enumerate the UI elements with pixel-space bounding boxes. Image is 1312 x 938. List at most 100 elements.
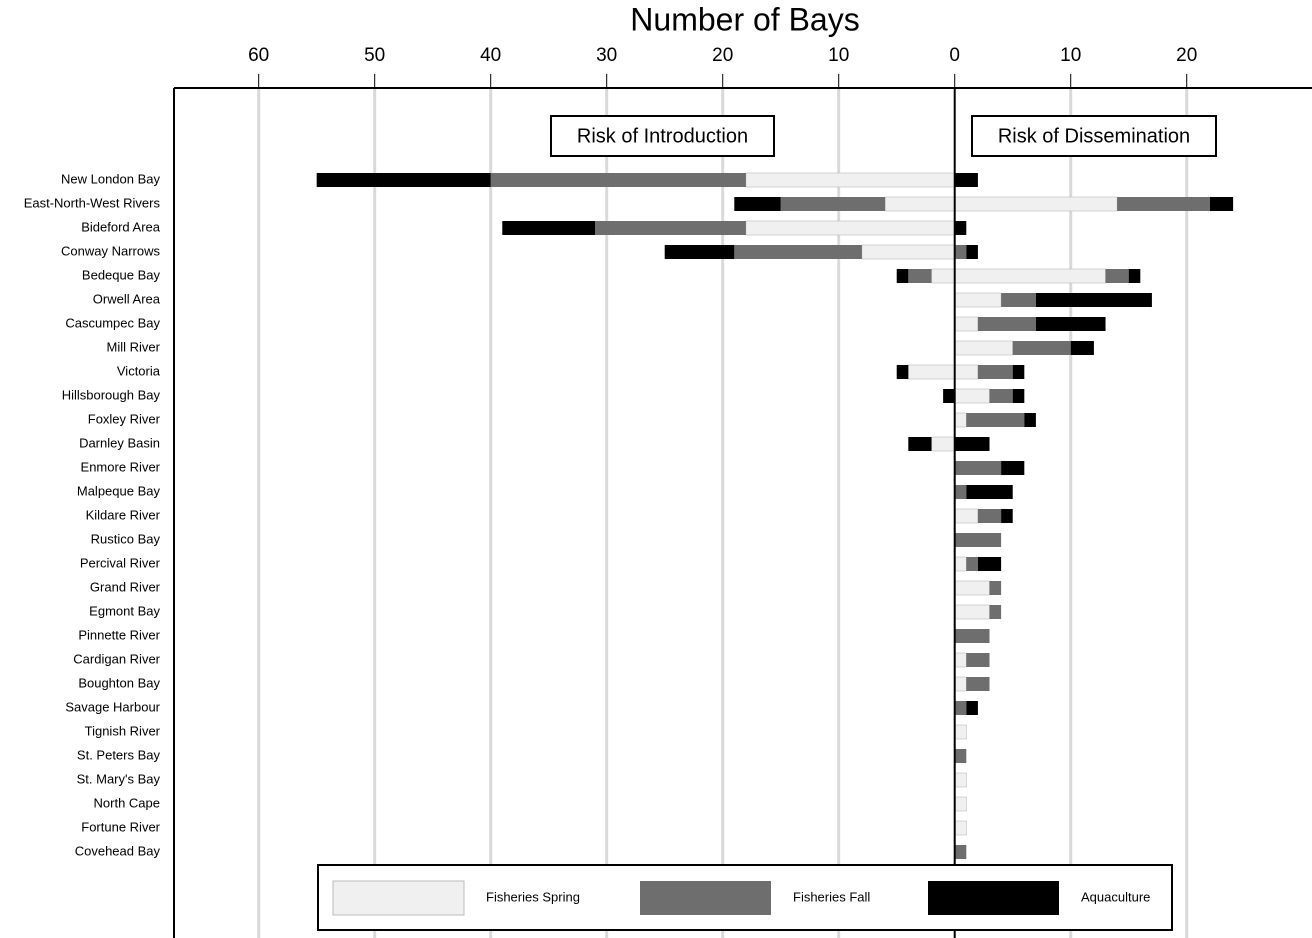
x-tick-label: 10 — [1060, 45, 1081, 66]
y-tick-label: Tignish River — [85, 723, 161, 738]
annotation: Risk of Introduction — [577, 125, 748, 147]
bar-segment — [954, 437, 990, 451]
bar-segment — [954, 364, 979, 380]
bar-segment — [954, 268, 1106, 284]
y-tick-label: Rustico Bay — [91, 531, 161, 546]
y-tick-label: Enmore River — [81, 459, 161, 474]
y-tick-label: Grand River — [90, 579, 161, 594]
bar-segment — [966, 245, 978, 259]
bar-segment — [595, 221, 746, 235]
bar-segment — [861, 244, 956, 260]
y-tick-label: East-North-West Rivers — [24, 195, 161, 210]
y-tick-label: Orwell Area — [93, 291, 161, 306]
y-tick-label: Fortune River — [81, 819, 160, 834]
bar-segment — [734, 197, 781, 211]
bar-segment — [884, 196, 956, 212]
bar-segment — [745, 220, 956, 236]
y-tick-label: Cardigan River — [73, 651, 160, 666]
bar-segment — [1209, 197, 1234, 211]
bar-segment — [1035, 317, 1106, 331]
bar-segment — [931, 268, 956, 284]
bar-segment — [966, 701, 978, 715]
bar-segment — [954, 749, 967, 763]
x-tick-label: 40 — [480, 45, 501, 66]
bar-segment — [954, 533, 1002, 547]
bar-segment — [954, 701, 967, 715]
bar-segment — [1105, 269, 1129, 283]
bar-segment — [954, 580, 990, 596]
bar-segment — [1012, 365, 1025, 379]
y-tick-label: Savage Harbour — [65, 699, 160, 714]
bar-segment — [954, 796, 967, 812]
bar-segment — [1117, 197, 1210, 211]
bar-segment — [908, 269, 932, 283]
legend-swatch — [640, 881, 771, 915]
bar-segment — [908, 437, 932, 451]
bar-segment — [954, 316, 979, 332]
bar-segment — [977, 509, 1002, 523]
bar-segment — [954, 245, 967, 259]
bar-segment — [954, 412, 967, 428]
x-tick-label: 60 — [248, 45, 269, 66]
bar-segment — [1012, 389, 1025, 403]
bar-segment — [896, 269, 909, 283]
bar-segment — [954, 340, 1014, 356]
x-tick-label: 10 — [828, 45, 849, 66]
bar-segment — [989, 389, 1013, 403]
bar-segment — [954, 652, 967, 668]
bar-segment — [966, 677, 990, 691]
bar-segment — [1001, 509, 1013, 523]
bar-segment — [954, 820, 967, 836]
y-tick-label: Pinnette River — [78, 627, 160, 642]
bar-segment — [954, 629, 990, 643]
y-tick-label: Cascumpec Bay — [65, 315, 160, 330]
y-tick-label: Darnley Basin — [79, 435, 160, 450]
y-tick-label: Egmont Bay — [89, 603, 160, 618]
annotation: Risk of Dissemination — [998, 125, 1190, 147]
legend-label: Fisheries Fall — [793, 889, 870, 904]
legend-label: Aquaculture — [1081, 889, 1150, 904]
legend-label: Fisheries Spring — [486, 889, 580, 904]
bar-segment — [931, 436, 956, 452]
annotation-box — [971, 115, 1217, 157]
bar-segment — [780, 197, 886, 211]
bar-segment — [954, 461, 1002, 475]
legend-swatch — [332, 880, 465, 916]
y-tick-label: Victoria — [117, 363, 161, 378]
y-tick-label: Boughton Bay — [78, 675, 160, 690]
bar-segment — [966, 485, 1013, 499]
chart-title: Number of Bays — [630, 1, 859, 37]
y-tick-label: Conway Narrows — [61, 243, 160, 258]
y-tick-label: St. Peters Bay — [77, 747, 161, 762]
bar-segment — [977, 317, 1036, 331]
bar-segment — [977, 557, 1002, 571]
bar-segment — [908, 364, 956, 380]
bar-segment — [954, 724, 967, 740]
bar-segment — [502, 221, 596, 235]
x-tick-label: 20 — [712, 45, 733, 66]
y-tick-label: North Cape — [94, 795, 160, 810]
bar-segment — [1001, 293, 1036, 307]
bar-segment — [954, 221, 967, 235]
bar-segment — [989, 581, 1002, 595]
bar-segment — [954, 173, 978, 187]
bar-segment — [954, 556, 967, 572]
bar-segment — [1012, 341, 1071, 355]
x-tick-label: 0 — [949, 45, 960, 66]
x-tick-label: 20 — [1176, 45, 1197, 66]
bar-segment — [1024, 413, 1036, 427]
bar-segment — [954, 196, 1118, 212]
x-tick-label: 30 — [596, 45, 617, 66]
y-tick-label: Bideford Area — [81, 219, 161, 234]
bar-segment — [943, 389, 955, 403]
y-tick-label: Hillsborough Bay — [62, 387, 161, 402]
bar-segment — [954, 772, 967, 788]
y-tick-label: Foxley River — [88, 411, 161, 426]
bar-segment — [989, 605, 1002, 619]
bar-segment — [954, 604, 990, 620]
bar-segment — [1128, 269, 1141, 283]
bar-segment — [745, 172, 956, 188]
bar-segment — [966, 653, 990, 667]
bar-segment — [1035, 293, 1152, 307]
